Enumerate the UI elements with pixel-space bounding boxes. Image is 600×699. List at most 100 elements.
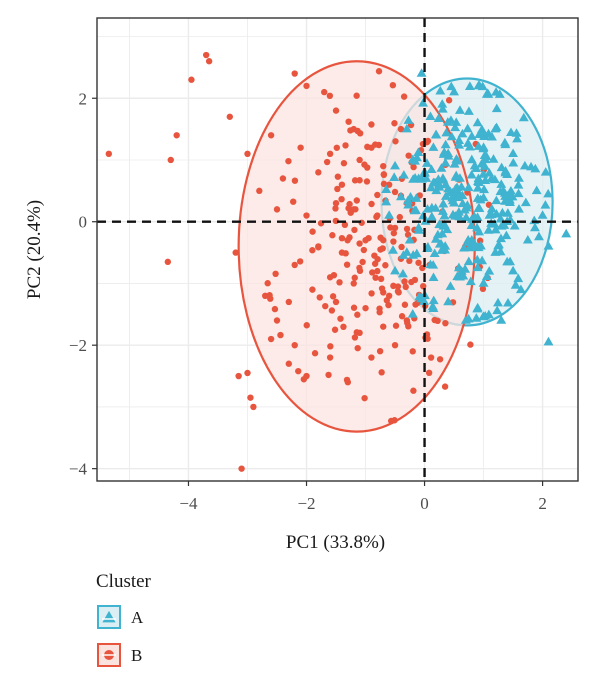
data-point-b	[338, 234, 346, 242]
data-point-a	[518, 112, 529, 122]
data-point-a	[488, 154, 499, 163]
data-point-b	[297, 144, 304, 151]
data-point-a	[480, 175, 491, 184]
data-point-b	[406, 257, 413, 265]
data-point-b	[277, 331, 284, 339]
data-point-a	[440, 139, 451, 149]
data-point-a	[514, 173, 524, 182]
data-point-b	[271, 305, 279, 313]
data-point-b	[400, 93, 408, 100]
data-point-a	[403, 199, 414, 209]
data-point-b	[354, 127, 361, 135]
data-point-b	[445, 97, 453, 104]
data-point-b	[285, 298, 293, 306]
data-point-a	[508, 265, 519, 275]
data-point-b	[332, 298, 340, 306]
data-point-b	[353, 197, 360, 204]
data-point-b	[368, 290, 375, 297]
data-point-b	[338, 195, 345, 203]
data-point-a	[486, 209, 497, 219]
data-point-b	[279, 175, 287, 182]
data-point-a	[443, 296, 454, 306]
data-point-a	[487, 131, 497, 141]
data-point-a	[463, 313, 474, 323]
data-point-a	[466, 220, 477, 229]
data-point-b	[434, 317, 441, 325]
data-point-b	[309, 286, 316, 293]
data-point-a	[426, 164, 437, 174]
data-point-b	[334, 173, 342, 180]
data-point-b	[343, 376, 351, 384]
data-point-a	[389, 172, 400, 181]
data-point-a	[453, 262, 464, 272]
data-point-b	[391, 120, 398, 127]
data-point-a	[466, 169, 477, 179]
data-point-a	[493, 297, 503, 307]
data-point-b	[340, 160, 348, 167]
data-point-a	[499, 137, 510, 147]
data-point-a	[473, 173, 484, 183]
data-point-b	[390, 229, 398, 237]
data-point-b	[467, 341, 474, 348]
data-point-b	[332, 200, 340, 207]
data-point-a	[491, 87, 502, 96]
data-point-b	[376, 305, 383, 312]
data-point-b	[300, 376, 308, 383]
data-point-b	[374, 267, 381, 275]
data-point-a	[526, 161, 536, 171]
data-point-b	[188, 76, 195, 83]
data-point-a	[520, 197, 531, 207]
legend-label-a: A	[131, 608, 144, 627]
data-point-b	[323, 158, 331, 166]
data-point-b	[325, 371, 332, 379]
data-point-a	[445, 186, 456, 196]
data-point-a	[492, 305, 503, 315]
data-point-b	[425, 369, 433, 377]
data-point-b	[368, 121, 375, 128]
data-point-b	[329, 232, 336, 239]
data-point-a	[428, 177, 439, 187]
data-point-a	[465, 276, 476, 286]
data-point-b	[331, 326, 339, 333]
data-point-a	[561, 228, 572, 238]
data-point-a	[437, 104, 448, 113]
data-point-a	[432, 229, 443, 239]
data-point-b	[371, 260, 379, 267]
data-point-a	[430, 234, 441, 243]
data-point-b	[424, 137, 432, 145]
data-point-b	[436, 356, 444, 363]
data-point-b	[402, 283, 409, 291]
data-point-b	[391, 188, 399, 196]
data-point-b	[356, 177, 363, 184]
data-point-a	[464, 81, 475, 90]
data-point-a	[474, 226, 485, 236]
data-point-a	[514, 204, 524, 213]
data-point-b	[315, 244, 322, 251]
data-point-a	[441, 127, 452, 137]
data-point-a	[478, 278, 489, 287]
data-point-a	[491, 103, 502, 113]
data-point-b	[309, 247, 316, 254]
data-point-b	[351, 226, 358, 234]
data-point-b	[351, 334, 359, 341]
data-point-b	[303, 82, 310, 90]
data-point-a	[421, 173, 432, 182]
data-point-a	[426, 211, 437, 221]
data-point-a	[422, 158, 432, 167]
data-point-b	[359, 258, 366, 266]
data-point-b	[360, 246, 368, 254]
data-point-a	[472, 117, 483, 127]
data-point-a	[473, 80, 484, 90]
data-point-a	[505, 256, 516, 266]
data-point-a	[464, 141, 475, 151]
data-point-b	[296, 258, 304, 265]
data-point-b	[342, 142, 349, 149]
data-point-a	[463, 106, 474, 115]
x-tick-label: 0	[420, 494, 429, 513]
data-point-a	[410, 172, 421, 182]
data-point-b	[377, 234, 384, 241]
data-point-b	[401, 278, 408, 285]
data-point-a	[440, 191, 451, 200]
data-point-a	[457, 128, 468, 138]
data-point-a	[411, 248, 422, 258]
